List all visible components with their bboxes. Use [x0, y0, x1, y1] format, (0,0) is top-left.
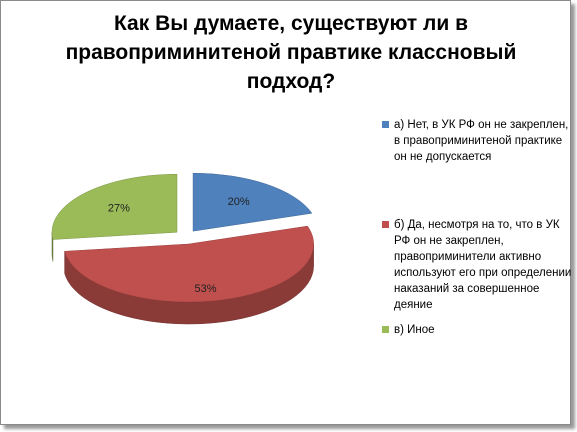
slice [192, 172, 313, 232]
legend-swatch [382, 326, 389, 333]
chart-frame: Как Вы думаете, существуют ли в правопри… [0, 0, 571, 425]
chart-title: Как Вы думаете, существуют ли в правопри… [65, 12, 517, 93]
legend-swatch [382, 221, 389, 228]
legend-swatch [382, 121, 389, 128]
data-label: 20% [228, 196, 250, 208]
legend-label: а) Нет, в УК РФ он не закреплен, в право… [394, 119, 569, 163]
data-label: 53% [195, 283, 217, 295]
slice [64, 225, 314, 303]
data-label: 27% [108, 202, 130, 214]
legend-label: б) Да, несмотря на то, что в УК РФ он не… [394, 219, 572, 311]
slice [51, 173, 178, 240]
legend-label: в) Иное [394, 324, 435, 336]
